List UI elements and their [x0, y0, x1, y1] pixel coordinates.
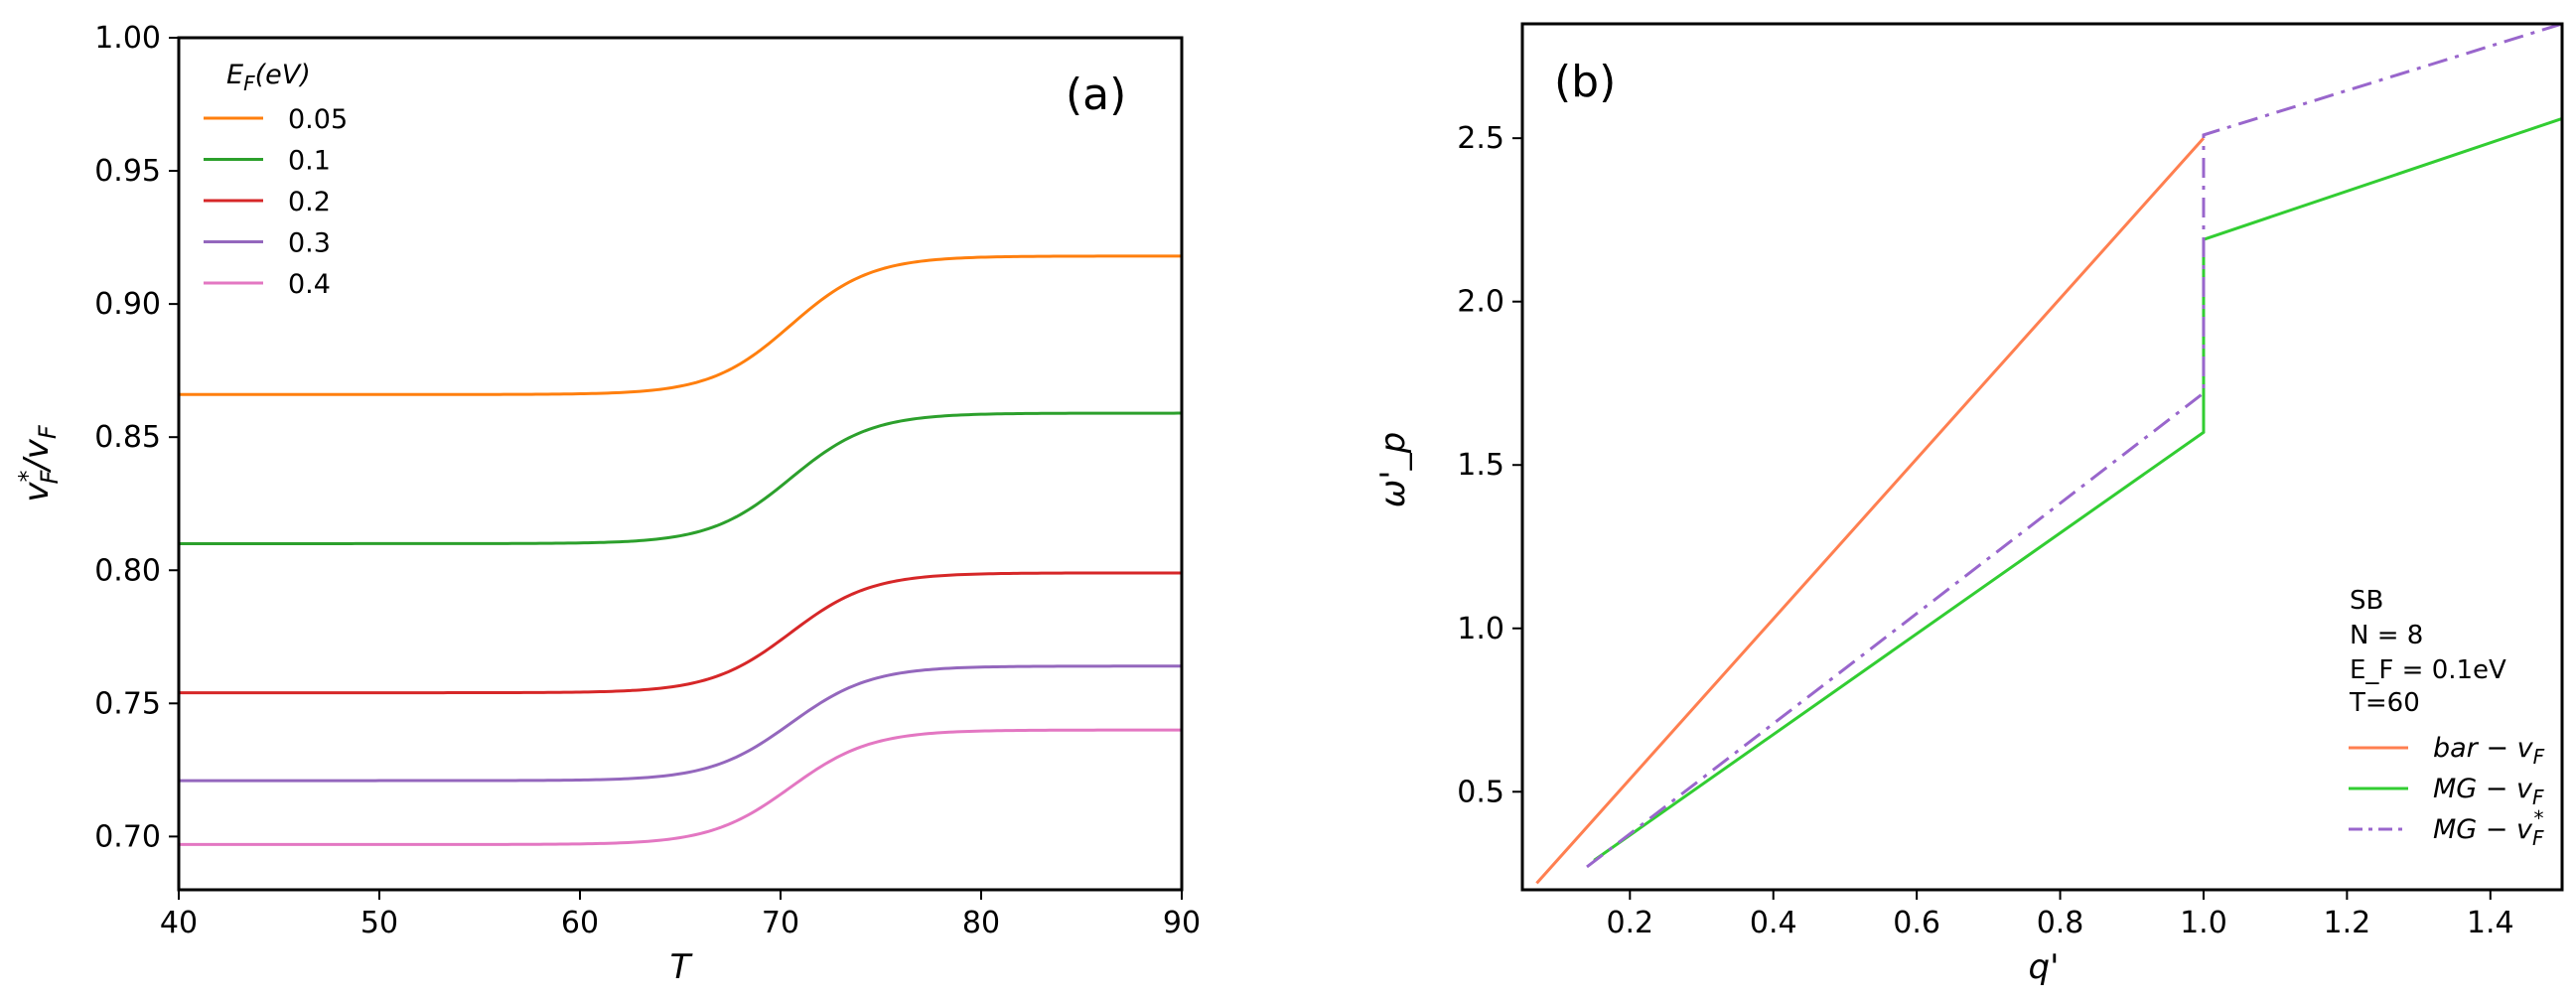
panel-b-annotation: SB N = 8 E_F = 0.1eV T=60 — [2349, 586, 2506, 718]
legend-label-0: bar − vF — [2433, 733, 2545, 769]
panel-b-plot-area — [1535, 22, 2563, 885]
y-tick-label: 0.80 — [94, 553, 161, 588]
y-tick-label: 0.85 — [94, 420, 161, 455]
series-line-0.05 — [179, 254, 1182, 396]
y-tick-label: 2.0 — [1457, 285, 1504, 320]
panel-a-y-ticks: 0.70 0.75 0.80 0.85 0.90 0.95 1.00 — [94, 21, 179, 854]
annotation-line-1: SB — [2350, 586, 2383, 616]
panel-a-legend-title: EF(eV) — [226, 60, 311, 95]
series-line-0.3 — [179, 664, 1182, 783]
legend-label-0.1: 0.1 — [288, 146, 331, 177]
x-tick-label: 1.2 — [2324, 906, 2371, 940]
x-tick-label: 70 — [762, 906, 799, 940]
y-tick-label: 1.0 — [1457, 612, 1504, 646]
panel-a-tag: (a) — [1066, 70, 1126, 120]
series-line-0.1 — [179, 411, 1182, 545]
x-tick-label: 0.8 — [2037, 906, 2084, 940]
x-tick-label: 80 — [962, 906, 1000, 940]
x-tick-label: 60 — [561, 906, 599, 940]
y-tick-label: 0.90 — [94, 287, 161, 322]
legend-label-0.4: 0.4 — [288, 269, 331, 300]
panel-a: 40 50 60 70 80 90 0.70 0.75 0.80 0.85 0.90 0.95 1.0… — [14, 21, 1201, 987]
y-tick-label: 0.5 — [1457, 775, 1504, 809]
series-line-0.2 — [179, 571, 1182, 695]
legend-label-0.05: 0.05 — [288, 104, 348, 135]
series-line-2 — [1586, 22, 2563, 869]
panel-b-frame — [1520, 22, 2564, 892]
x-tick-label: 40 — [160, 906, 198, 940]
x-tick-label: 1.0 — [2180, 906, 2227, 940]
panel-a-plot-area — [179, 254, 1182, 846]
panel-b-x-ticks: 0.2 0.4 0.6 0.8 1.0 1.2 1.4 — [1606, 890, 2514, 940]
legend-label-0.3: 0.3 — [288, 228, 331, 259]
y-tick-label: 0.95 — [94, 154, 161, 189]
x-tick-label: 0.4 — [1750, 906, 1797, 940]
panel-b-x-label: q' — [2029, 947, 2060, 987]
x-tick-label: 50 — [360, 906, 398, 940]
panel-a-x-label: T — [670, 947, 693, 987]
panel-b-tag: (b) — [1554, 57, 1616, 107]
series-line-1 — [1593, 117, 2563, 862]
series-line-0.4 — [179, 728, 1182, 846]
legend-label-2: MG − vF* — [2433, 806, 2544, 850]
x-tick-label: 0.2 — [1606, 906, 1653, 940]
x-tick-label: 0.6 — [1893, 906, 1940, 940]
panel-a-x-ticks: 40 50 60 70 80 90 — [160, 890, 1201, 940]
panel-a-frame — [177, 36, 1184, 892]
x-tick-label: 1.4 — [2467, 906, 2514, 940]
y-tick-label: 0.70 — [94, 819, 161, 854]
panel-a-y-label: v*F/vF — [14, 424, 64, 502]
panel-a-legend: EF(eV) 0.05 0.1 0.2 0.3 0.4 — [204, 60, 348, 300]
panel-b: 0.2 0.4 0.6 0.8 1.0 1.2 1.4 0.5 1.0 1.5 2.0 2.5 (b… — [1373, 22, 2564, 987]
legend-label-0.2: 0.2 — [288, 187, 331, 217]
annotation-line-2: N = 8 — [2350, 621, 2423, 650]
y-tick-label: 0.75 — [94, 686, 161, 721]
annotation-line-4: T=60 — [2349, 688, 2420, 718]
panel-b-y-label: ω'_p — [1373, 432, 1413, 507]
series-line-0 — [1535, 137, 2206, 885]
annotation-line-3: E_F = 0.1eV — [2350, 655, 2506, 685]
panel-b-y-ticks: 0.5 1.0 1.5 2.0 2.5 — [1457, 121, 1522, 809]
legend-label-1: MG − vF — [2433, 774, 2544, 809]
y-tick-label: 2.5 — [1457, 121, 1504, 156]
x-tick-label: 90 — [1163, 906, 1201, 940]
y-tick-label: 1.5 — [1457, 448, 1504, 483]
y-tick-label: 1.00 — [94, 21, 161, 56]
